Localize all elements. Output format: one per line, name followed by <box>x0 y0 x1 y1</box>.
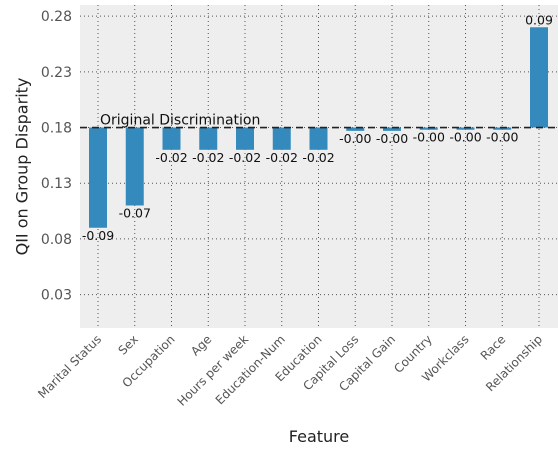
bar <box>493 127 512 130</box>
x-tick-label: Sex <box>115 332 140 357</box>
value-label: -0.00 <box>449 130 481 145</box>
value-label: -0.02 <box>302 150 334 165</box>
value-label: -0.02 <box>192 150 224 165</box>
value-label: -0.00 <box>486 130 518 145</box>
x-tick-label: Age <box>188 332 214 358</box>
y-tick-label: 0.13 <box>41 176 72 192</box>
value-label: -0.02 <box>229 150 261 165</box>
reference-line-label: Original Discrimination <box>100 113 260 129</box>
value-label: -0.00 <box>376 131 408 146</box>
bar <box>530 27 548 128</box>
bar <box>199 127 218 150</box>
value-label: -0.07 <box>119 205 151 220</box>
value-label: -0.09 <box>82 228 114 243</box>
bar <box>89 127 107 228</box>
y-tick-label: 0.28 <box>41 9 72 25</box>
value-label: -0.00 <box>413 130 445 145</box>
value-label: 0.09 <box>525 12 553 27</box>
value-label: -0.00 <box>339 131 371 146</box>
y-tick-label: 0.08 <box>41 232 72 248</box>
x-tick-label: Race <box>478 332 509 363</box>
x-axis-title: Feature <box>289 427 349 446</box>
y-axis-title: QII on Group Disparity <box>13 78 32 256</box>
bar <box>236 127 254 150</box>
bar <box>272 127 291 150</box>
bar <box>456 127 475 130</box>
bar <box>162 127 181 150</box>
bar <box>419 127 438 130</box>
y-axis-ticks: 0.03 0.08 0.13 0.18 0.23 0.28 <box>41 9 72 303</box>
y-tick-label: 0.18 <box>41 121 72 137</box>
reference-line-group: Original Discrimination <box>80 113 558 129</box>
value-labels: -0.09 -0.07 -0.02 -0.02 -0.02 -0.02 -0.02 -0.00… <box>82 12 553 242</box>
plot-area <box>80 5 558 328</box>
y-tick-label: 0.03 <box>41 288 72 304</box>
y-tick-label: 0.23 <box>41 65 72 81</box>
value-label: -0.02 <box>266 150 298 165</box>
bar <box>346 127 365 131</box>
bars <box>89 27 548 228</box>
value-label: -0.02 <box>155 150 187 165</box>
bar <box>309 127 328 150</box>
x-tick-label: Marital Status <box>35 332 104 401</box>
bar <box>383 127 401 131</box>
bar <box>125 127 144 206</box>
